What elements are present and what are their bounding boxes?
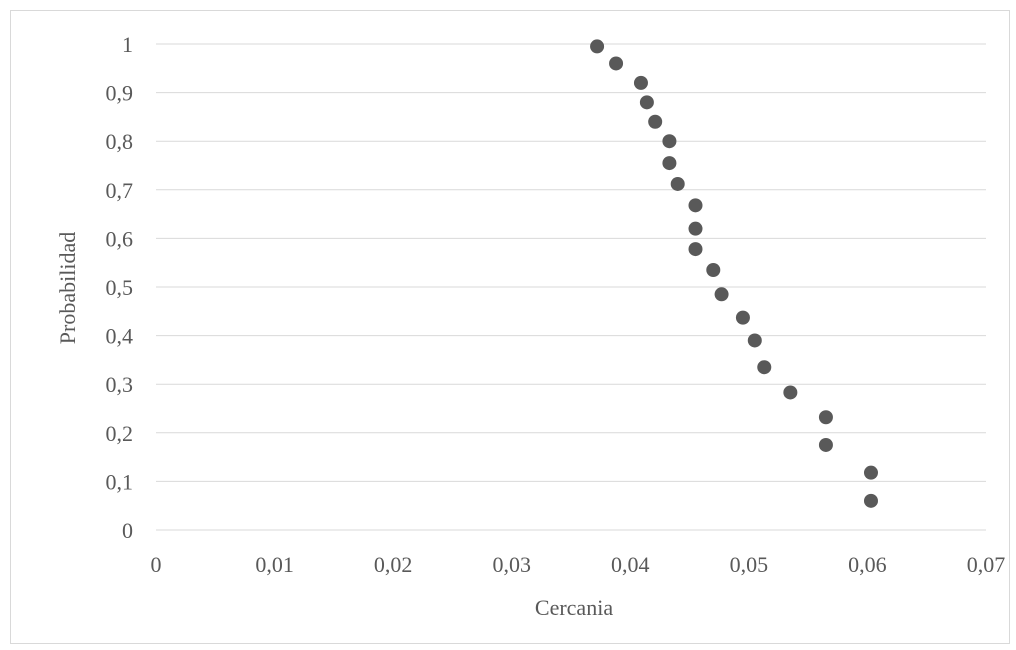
data-point: [688, 221, 703, 236]
y-tick-label: 0,5: [106, 275, 134, 300]
x-tick-label: 0,02: [374, 552, 413, 577]
y-tick-label: 0,2: [106, 421, 134, 446]
x-axis-title: Cercania: [535, 595, 613, 620]
data-point: [609, 56, 624, 71]
gridlines: [156, 43, 986, 531]
y-tick-label: 0,8: [106, 129, 134, 154]
data-point: [863, 493, 878, 508]
y-tick-labels: 0 0,1 0,2 0,3 0,4 0,5 0,6 0,7 0,8 0,9 1: [106, 32, 134, 543]
data-point: [633, 75, 648, 90]
y-tick-label: 0,3: [106, 372, 134, 397]
y-tick-label: 0,1: [106, 469, 134, 494]
data-point: [735, 310, 750, 325]
y-tick-label: 0,4: [106, 324, 134, 349]
data-point: [662, 134, 677, 149]
data-point: [639, 95, 654, 110]
y-tick-label: 0,9: [106, 81, 134, 106]
y-tick-label: 1: [122, 32, 133, 57]
data-point: [590, 39, 605, 54]
x-tick-label: 0,06: [848, 552, 887, 577]
x-tick-labels: 0 0,01 0,02 0,03 0,04 0,05 0,06 0,07: [151, 552, 1006, 577]
x-tick-label: 0,03: [492, 552, 531, 577]
data-point: [747, 333, 762, 348]
x-tick-label: 0,05: [730, 552, 769, 577]
x-tick-label: 0,04: [611, 552, 650, 577]
data-point: [706, 262, 721, 277]
x-tick-label: 0: [151, 552, 162, 577]
scatter-chart: 00,10,20,30,40,50,60,70,80,91 0 0,01 0,02 0…: [55, 32, 1006, 620]
chart-frame: 0 0,1 0,2 0,3 0,4 0,5 0,6 0,7 0,8 0,9 1 0 0,01 0,02 0…: [10, 10, 1010, 644]
data-point: [714, 287, 729, 302]
data-point: [688, 242, 703, 257]
y-axis-title: Probabilidad: [55, 232, 80, 344]
data-points: [590, 39, 878, 508]
data-point: [818, 410, 833, 425]
data-point: [863, 465, 878, 480]
data-point: [688, 198, 703, 213]
data-point: [648, 114, 663, 129]
data-point: [818, 437, 833, 452]
x-tick-label: 0,01: [255, 552, 294, 577]
data-point: [670, 176, 685, 191]
y-tick-label: 0,6: [106, 226, 134, 251]
data-point: [757, 360, 772, 375]
x-tick-label: 0,07: [967, 552, 1006, 577]
y-tick-label: 0: [122, 518, 133, 543]
data-point: [783, 385, 798, 400]
y-tick-label: 0,7: [106, 178, 134, 203]
data-point: [662, 156, 677, 171]
